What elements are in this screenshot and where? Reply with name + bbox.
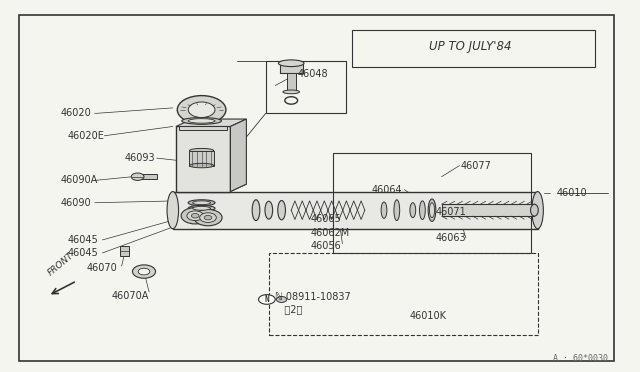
Ellipse shape [193, 201, 211, 205]
Polygon shape [230, 119, 246, 192]
Text: 46063: 46063 [435, 233, 466, 243]
Ellipse shape [188, 200, 215, 206]
Circle shape [131, 173, 144, 180]
Ellipse shape [381, 202, 387, 218]
Ellipse shape [531, 204, 538, 216]
Circle shape [188, 102, 215, 118]
Text: 46090: 46090 [61, 198, 92, 208]
Text: 46093: 46093 [125, 153, 156, 163]
Ellipse shape [167, 192, 179, 229]
Text: 46010: 46010 [557, 189, 588, 198]
Text: 46064: 46064 [371, 185, 402, 195]
Text: FRONT: FRONT [46, 250, 76, 277]
Bar [442, 204, 534, 216]
Text: 46048: 46048 [298, 70, 328, 79]
Bar [173, 192, 538, 229]
Ellipse shape [182, 118, 221, 124]
Text: N: N [264, 295, 269, 304]
Text: 46045: 46045 [67, 248, 98, 258]
Bar [120, 246, 129, 256]
Circle shape [204, 215, 212, 220]
Text: 46070A: 46070A [112, 291, 149, 301]
Ellipse shape [429, 203, 435, 218]
Circle shape [194, 209, 222, 226]
Text: 46062M: 46062M [310, 228, 349, 237]
Circle shape [177, 96, 226, 124]
Text: 46020E: 46020E [67, 131, 104, 141]
Circle shape [181, 208, 209, 224]
Bar [179, 126, 227, 130]
Ellipse shape [278, 201, 285, 220]
Ellipse shape [189, 148, 214, 153]
Bar [333, 153, 531, 253]
Ellipse shape [188, 119, 215, 123]
Ellipse shape [394, 200, 400, 221]
Ellipse shape [420, 201, 426, 219]
Text: 46077: 46077 [461, 161, 492, 170]
Ellipse shape [410, 203, 416, 218]
Bar [176, 126, 230, 192]
Circle shape [132, 265, 156, 278]
Ellipse shape [532, 192, 543, 229]
Circle shape [191, 214, 199, 218]
Text: 46020: 46020 [61, 109, 92, 118]
Ellipse shape [278, 60, 304, 67]
Bar [266, 61, 346, 113]
Text: A · 60*0030: A · 60*0030 [553, 354, 608, 363]
Bar [138, 174, 157, 179]
Bar [269, 253, 538, 335]
Text: 46071: 46071 [435, 207, 466, 217]
Bar [287, 73, 296, 91]
Circle shape [276, 296, 287, 302]
Ellipse shape [252, 200, 260, 221]
Bar [352, 30, 595, 67]
Circle shape [138, 268, 150, 275]
Bar [189, 151, 214, 166]
Polygon shape [176, 119, 246, 126]
Bar [280, 63, 303, 73]
Ellipse shape [283, 90, 300, 94]
Ellipse shape [193, 206, 211, 210]
Text: 46045: 46045 [67, 235, 98, 245]
Text: 46090A: 46090A [61, 176, 98, 185]
Ellipse shape [428, 199, 436, 221]
Text: 46065: 46065 [310, 215, 341, 224]
Ellipse shape [188, 205, 215, 211]
Text: UP TO JULY'84: UP TO JULY'84 [429, 40, 511, 53]
Circle shape [187, 211, 204, 221]
Text: 46056: 46056 [310, 241, 341, 250]
Ellipse shape [265, 201, 273, 219]
Text: 46070: 46070 [86, 263, 117, 273]
Circle shape [200, 213, 216, 222]
Text: 46010K: 46010K [410, 311, 447, 321]
Ellipse shape [189, 163, 214, 168]
Text: ℕ 08911-10837
   〈2〉: ℕ 08911-10837 〈2〉 [275, 292, 351, 314]
Circle shape [259, 295, 275, 304]
